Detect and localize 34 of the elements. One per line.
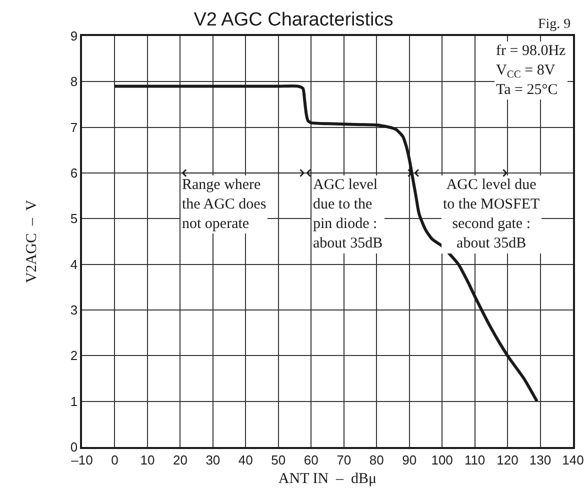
annotation: Range where the AGC does not operate (182, 177, 266, 232)
y-tick-label: 7 (70, 120, 78, 135)
x-tick-label: 0 (111, 452, 118, 468)
x-tick-label: 110 (464, 452, 486, 468)
x-tick-label: 100 (431, 452, 453, 468)
y-tick-label: 8 (70, 74, 78, 90)
x-tick-label: –10 (71, 452, 93, 468)
y-tick-label: 2 (70, 348, 78, 364)
caption: Fig. 9 (538, 17, 571, 32)
y-tick-label: 5 (70, 211, 78, 226)
x-tick-label: 140 (562, 452, 584, 468)
y-tick-label: 3 (70, 302, 78, 318)
chart-title: V2 AGC Characteristics (194, 10, 394, 31)
annotation: fr = 98.0Hz V$_{CC}$ = 8V Ta = 25°C (496, 43, 566, 98)
y-tick-label: 9 (70, 28, 78, 44)
y-tick-label: 6 (70, 166, 78, 181)
y-tick-label: 1 (70, 394, 78, 409)
x-tick-label: 80 (369, 452, 384, 468)
annotation: AGC level due to the pin diode : about 35dB (313, 177, 383, 252)
x-tick-label: 130 (529, 452, 552, 468)
x-tick-label: 20 (172, 452, 188, 468)
x-tick-label: 30 (206, 452, 220, 468)
x-tick-label: 40 (238, 452, 253, 468)
y-axis-title: V2AGC – V (24, 200, 40, 284)
x-tick-label: 120 (496, 452, 518, 468)
y-tick-label: 4 (70, 256, 78, 272)
x-tick-label: 50 (271, 452, 286, 468)
x-tick-label: 10 (140, 452, 155, 468)
x-tick-label: 70 (336, 452, 352, 468)
x-tick-label: 90 (402, 452, 417, 468)
x-axis-title: ANT IN – dBμ (278, 470, 377, 487)
x-tick-label: 60 (304, 452, 318, 468)
y-tick-label: 0 (70, 440, 78, 455)
annotation: AGC level due to the MOSFET second gate : about 35dB (443, 177, 540, 252)
